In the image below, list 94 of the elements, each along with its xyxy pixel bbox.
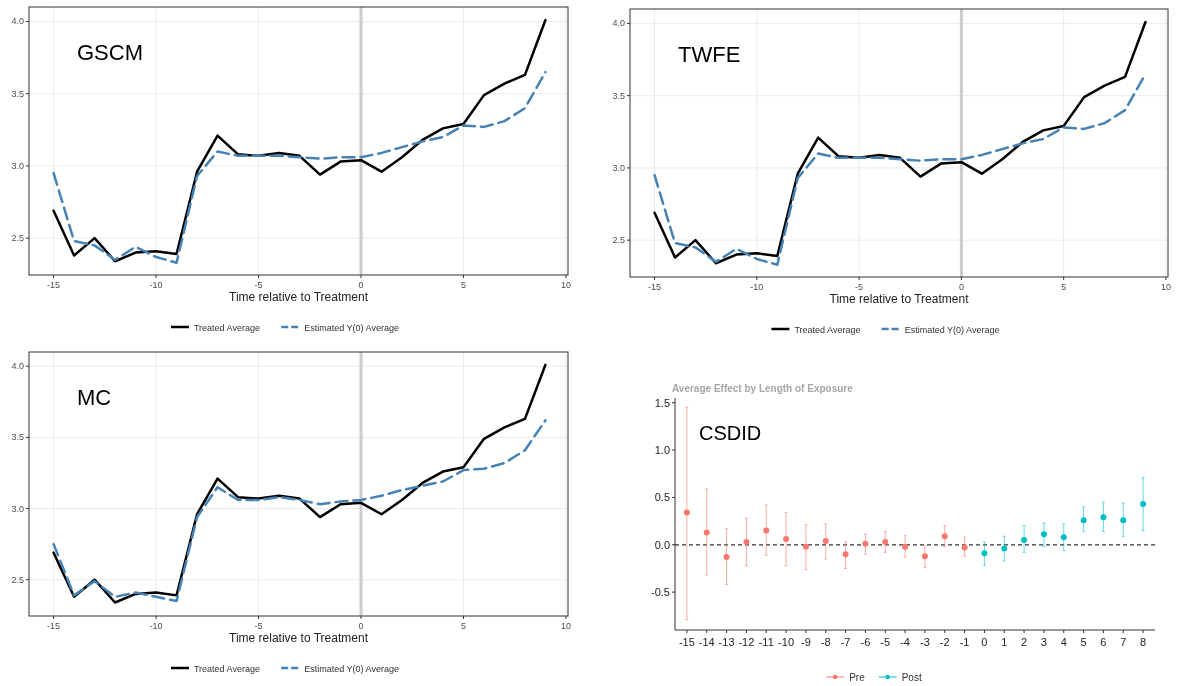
y-tick-label: 3.5 bbox=[11, 432, 24, 443]
legend-label: Pre bbox=[849, 671, 866, 683]
x-tick-label: -15 bbox=[47, 280, 61, 290]
y-tick-label: 3.0 bbox=[11, 160, 24, 171]
line-series bbox=[52, 419, 547, 603]
x-tick-label: -8 bbox=[820, 636, 831, 648]
x-tick-label: 1 bbox=[1001, 636, 1008, 648]
x-tick-label: -10 bbox=[149, 280, 163, 290]
point bbox=[802, 543, 809, 550]
annotation: CSDID bbox=[699, 422, 762, 444]
x-tick-label: -5 bbox=[254, 621, 263, 631]
chart-title: Average Effect by Length of Exposure bbox=[672, 383, 854, 394]
line-series bbox=[52, 70, 547, 264]
point bbox=[882, 538, 889, 545]
legend-label: Treated Average bbox=[193, 663, 260, 674]
point bbox=[703, 529, 710, 536]
x-tick-label: 10 bbox=[560, 280, 571, 290]
x-tick-label: 5 bbox=[1061, 282, 1067, 292]
legend-label: Estimated Y(0) Average bbox=[304, 663, 399, 674]
x-tick-label: 0 bbox=[358, 621, 364, 631]
x-tick-label: 5 bbox=[460, 621, 466, 631]
x-tick-label: -10 bbox=[778, 636, 795, 648]
x-tick-label: 8 bbox=[1140, 636, 1147, 648]
x-tick-label: -15 bbox=[648, 282, 662, 292]
x-tick-label: -9 bbox=[801, 636, 811, 648]
x-tick-label: -5 bbox=[880, 636, 891, 648]
x-tick-label: -5 bbox=[855, 282, 864, 292]
x-tick-label: -6 bbox=[860, 636, 871, 648]
y-tick-label: 2.5 bbox=[11, 233, 24, 244]
y-tick-label: 4.0 bbox=[11, 361, 24, 372]
point bbox=[723, 554, 730, 561]
y-tick-label: 1.5 bbox=[654, 396, 670, 409]
line-series bbox=[52, 18, 547, 263]
legend-label: Estimated Y(0) Average bbox=[304, 322, 399, 333]
y-tick-label: 4.0 bbox=[11, 16, 24, 27]
x-tick-label: 10 bbox=[560, 621, 571, 631]
y-tick-label: 0.0 bbox=[654, 538, 670, 551]
x-tick-label: -4 bbox=[900, 636, 910, 648]
point bbox=[862, 540, 869, 547]
point bbox=[961, 544, 968, 551]
point bbox=[902, 543, 909, 550]
x-tick-label: 5 bbox=[1080, 636, 1087, 648]
y-tick-label: 4.0 bbox=[612, 18, 625, 29]
x-tick-label: 7 bbox=[1120, 636, 1127, 648]
y-tick-label: 0.5 bbox=[654, 491, 670, 504]
x-tick-label: -3 bbox=[920, 636, 930, 648]
point bbox=[921, 553, 928, 560]
x-tick-label: -12 bbox=[738, 636, 755, 648]
legend-label: Treated Average bbox=[794, 324, 861, 335]
x-axis-title: Time relative to Treatment bbox=[229, 631, 369, 645]
y-tick-label: 1.0 bbox=[654, 444, 670, 457]
y-tick-label: 3.0 bbox=[612, 162, 625, 173]
x-tick-label: -2 bbox=[939, 636, 950, 648]
legend-label: Post bbox=[901, 671, 922, 683]
x-tick-label: -14 bbox=[698, 636, 715, 648]
point bbox=[783, 536, 790, 543]
x-tick-label: 6 bbox=[1100, 636, 1107, 648]
y-tick-label: -0.5 bbox=[651, 586, 670, 599]
point bbox=[683, 509, 690, 516]
point bbox=[941, 533, 948, 540]
point bbox=[822, 537, 829, 544]
annotation: GSCM bbox=[77, 40, 143, 65]
x-tick-label: -11 bbox=[758, 636, 774, 648]
x-tick-label: 3 bbox=[1040, 636, 1047, 648]
x-tick-label: 10 bbox=[1160, 282, 1171, 292]
x-tick-label: -10 bbox=[750, 282, 764, 292]
y-tick-label: 3.5 bbox=[612, 90, 625, 101]
x-tick-label: 0 bbox=[958, 282, 964, 292]
y-tick-label: 2.5 bbox=[612, 235, 625, 246]
x-tick-label: -15 bbox=[678, 636, 695, 648]
x-tick-label: 0 bbox=[981, 636, 988, 648]
legend-label: Estimated Y(0) Average bbox=[904, 324, 1000, 335]
x-tick-label: -13 bbox=[718, 636, 735, 648]
x-axis-title: Time relative to Treatment bbox=[229, 290, 369, 304]
y-tick-label: 2.5 bbox=[11, 574, 24, 585]
x-tick-label: -5 bbox=[254, 280, 263, 290]
x-tick-label: -10 bbox=[149, 621, 163, 631]
y-tick-label: 3.0 bbox=[11, 503, 24, 514]
y-tick-label: 3.5 bbox=[11, 88, 24, 99]
x-tick-label: 2 bbox=[1021, 636, 1028, 648]
annotation: MC bbox=[77, 385, 112, 410]
x-axis-title: Time relative to Treatment bbox=[829, 292, 970, 306]
legend-label: Treated Average bbox=[193, 322, 260, 333]
x-tick-label: -1 bbox=[959, 636, 970, 648]
x-tick-label: 0 bbox=[358, 280, 364, 290]
line-series bbox=[653, 20, 1147, 265]
x-tick-label: -7 bbox=[840, 636, 851, 648]
point bbox=[743, 538, 750, 545]
x-tick-label: 5 bbox=[460, 280, 466, 290]
point bbox=[763, 527, 770, 534]
annotation: TWFE bbox=[678, 42, 741, 67]
point bbox=[842, 551, 849, 558]
x-tick-label: -15 bbox=[47, 621, 61, 631]
x-tick-label: 4 bbox=[1060, 636, 1067, 648]
